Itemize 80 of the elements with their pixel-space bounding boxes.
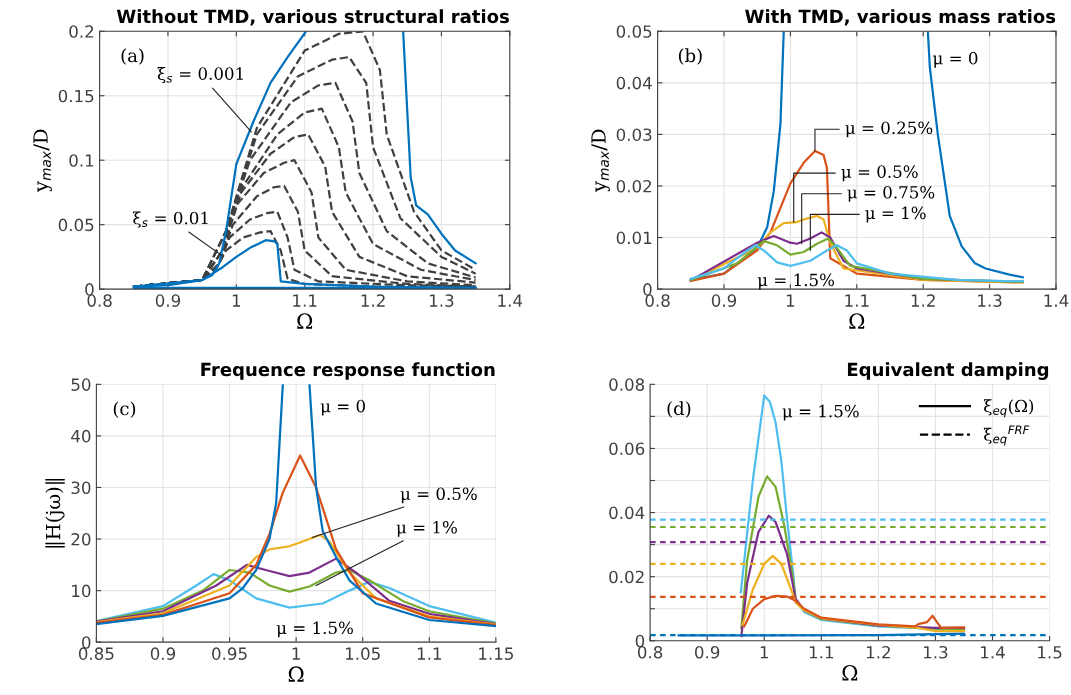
y-tick-label: 0 — [85, 283, 94, 296]
y-tick-label: 0.08 — [609, 378, 645, 391]
x-tick-label: 1 — [292, 647, 300, 660]
y-axis-title: y$_{max}$/D — [33, 129, 52, 193]
x-tick-label: 1 — [786, 294, 795, 307]
annotation: μ = 1% — [396, 520, 457, 537]
annotation: μ = 0.5% — [400, 487, 477, 504]
annotation: μ = 0.25% — [845, 121, 933, 138]
annotation: (c) — [113, 401, 136, 418]
y-tick-label: 0.02 — [616, 179, 652, 193]
x-tick-label: 1.2 — [361, 294, 385, 307]
y-tick-label: 0.04 — [616, 76, 652, 90]
annotation: μ = 0.5% — [841, 165, 918, 182]
x-tick-label: 1.3 — [430, 294, 454, 307]
annotation: ξ$_{s}$ = 0.001 — [157, 67, 243, 84]
x-tick-label: 0.8 — [645, 294, 670, 307]
x-tick-label: 1.2 — [866, 645, 890, 659]
x-axis-title: Ω — [297, 313, 313, 329]
y-tick-label: 40 — [71, 429, 91, 443]
y-axis-title: ‖H(jω)‖ — [45, 479, 65, 548]
x-tick-label: 1.4 — [1044, 294, 1069, 307]
x-tick-label: 1.15 — [479, 647, 513, 660]
x-tick-label: 1.3 — [924, 645, 948, 659]
y-tick-label: 0.04 — [609, 506, 645, 520]
x-tick-label: 1 — [760, 646, 768, 659]
legend-label: ξ$_{eq}$$^{FRF}$ — [983, 425, 1030, 446]
y-tick-label: 30 — [71, 481, 91, 495]
x-tick-label: 0.9 — [711, 294, 737, 307]
y-tick-label: 0 — [643, 283, 652, 296]
y-tick-label: 20 — [71, 533, 91, 546]
y-tick-label: 0.02 — [609, 570, 644, 584]
y-tick-label: 0.1 — [69, 154, 94, 167]
x-tick-label: 1 — [232, 294, 241, 307]
x-axis-title: Ω — [849, 313, 865, 329]
annotation: ξ$_{s}$ = 0.01 — [133, 211, 208, 228]
chart-title: Frequence response function — [201, 362, 495, 380]
annotation: (a) — [121, 48, 144, 65]
annotation: (d) — [667, 401, 691, 418]
y-tick-label: 50 — [71, 378, 91, 391]
x-tick-label: 1.1 — [845, 294, 869, 307]
x-tick-label: 0.95 — [212, 647, 247, 660]
x-tick-label: 1.3 — [978, 294, 1002, 307]
x-tick-label: 1.4 — [981, 646, 1005, 659]
x-tick-label: 0.8 — [87, 294, 112, 307]
x-axis-title: Ω — [842, 664, 858, 681]
chart-title: Without TMD, various structural ratios — [116, 9, 509, 26]
annotation: μ = 0 — [933, 51, 978, 68]
x-tick-label: 0.85 — [78, 647, 114, 660]
y-tick-label: 0.2 — [69, 25, 94, 38]
x-tick-label: 0.9 — [155, 294, 181, 307]
x-tick-label: 1.2 — [911, 294, 935, 307]
annotation: μ = 1.5% — [782, 404, 859, 421]
x-tick-label: 1.1 — [809, 646, 834, 659]
y-tick-label: 0.03 — [616, 128, 652, 141]
x-tick-label: 1.1 — [293, 294, 317, 307]
x-tick-label: 1.4 — [498, 294, 523, 307]
y-tick-label: 0.05 — [58, 218, 94, 232]
y-tick-label: 0.06 — [609, 442, 645, 456]
legend-label: ξ$_{eq}$(Ω) — [983, 399, 1034, 418]
x-axis-title: Ω — [288, 666, 304, 682]
y-tick-label: 0 — [635, 634, 645, 648]
chart-title: With TMD, various mass ratios — [745, 9, 1056, 26]
annotation: μ = 1% — [865, 206, 926, 223]
annotation: (b) — [678, 48, 702, 65]
x-tick-label: 0.9 — [150, 647, 176, 660]
y-tick-label: 0.05 — [616, 25, 652, 38]
y-axis-title: y$_{max}$/D — [591, 129, 610, 193]
x-tick-label: 0.9 — [695, 645, 720, 659]
annotation: μ = 1.5% — [757, 273, 835, 290]
x-tick-label: 1.1 — [417, 647, 442, 660]
x-tick-label: 1.05 — [345, 647, 380, 660]
annotation: μ = 1.5% — [276, 621, 353, 638]
y-tick-label: 0.15 — [58, 89, 94, 103]
chart-title: Equivalent damping — [847, 362, 1049, 380]
annotation: μ = 0.75% — [847, 185, 935, 202]
x-tick-label: 1.5 — [1038, 646, 1062, 659]
y-tick-label: 0.01 — [616, 231, 652, 245]
y-tick-label: 10 — [72, 584, 91, 598]
y-tick-label: 0 — [82, 636, 91, 649]
annotation: μ = 0 — [320, 399, 365, 416]
